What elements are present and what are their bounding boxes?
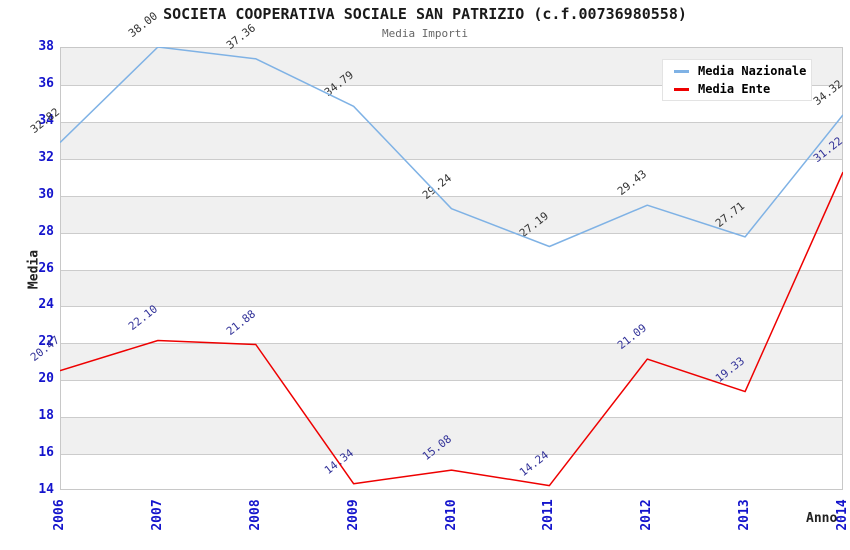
y-tick-label: 20: [38, 371, 54, 387]
gridline: [61, 195, 842, 197]
y-tick-label: 30: [38, 186, 54, 202]
y-tick-label: 38: [38, 39, 54, 54]
plot-band: [61, 343, 842, 381]
gridline: [61, 417, 842, 419]
y-tick-label: 28: [38, 223, 54, 239]
y-axis-title: Media: [26, 249, 42, 290]
x-tick-label: 2007: [149, 499, 165, 531]
gridline: [61, 232, 842, 234]
y-tick-label: 18: [38, 408, 54, 424]
gridline: [61, 121, 842, 123]
gridline: [61, 269, 842, 271]
x-tick-label: 2011: [541, 499, 557, 531]
x-tick-label: 2010: [443, 499, 459, 531]
y-tick-label: 26: [38, 260, 54, 276]
x-tick-label: 2013: [737, 499, 753, 531]
legend-label: Media Nazionale: [698, 64, 807, 78]
y-tick-label: 36: [38, 75, 54, 91]
legend-label: Media Ente: [698, 82, 771, 96]
plot-band: [61, 121, 842, 159]
x-tick-label: 2006: [52, 499, 67, 531]
plot-band: [61, 417, 842, 455]
plot-band: [61, 269, 842, 307]
x-tick-label: 2008: [247, 499, 263, 531]
gridline: [61, 84, 842, 86]
y-tick-label: 16: [38, 445, 54, 461]
chart-title: SOCIETA COOPERATIVA SOCIALE SAN PATRIZIO…: [163, 5, 687, 23]
legend-item-media-nazionale: Media Nazionale: [663, 64, 811, 78]
y-tick-label: 34: [38, 112, 54, 128]
y-tick-label: 14: [38, 482, 54, 497]
legend-line-swatch-icon: [674, 87, 689, 91]
y-tick-label: 22: [38, 334, 54, 350]
data-point-label: 32.82: [27, 104, 63, 136]
series-lines: [60, 47, 843, 487]
gridline: [61, 454, 842, 456]
chart-subtitle: Media Importi: [381, 27, 469, 40]
gridline: [61, 306, 842, 308]
gridline: [61, 380, 842, 382]
gridline: [61, 343, 842, 345]
y-tick-label: 32: [38, 149, 54, 165]
plot-area: [60, 47, 843, 490]
series-line-media-nazionale: [60, 47, 843, 248]
x-tick-label: 2012: [639, 499, 655, 531]
legend-item-media-ente: Media Ente: [663, 82, 811, 96]
x-tick-label: 2009: [345, 499, 361, 531]
series-line-media-ente: [60, 171, 843, 487]
gridline: [61, 158, 842, 160]
y-tick-label: 24: [38, 297, 54, 313]
x-axis-title: Anno: [806, 511, 838, 526]
legend-line-swatch-icon: [674, 69, 689, 73]
legend: Media Nazionale Media Ente: [662, 59, 812, 101]
